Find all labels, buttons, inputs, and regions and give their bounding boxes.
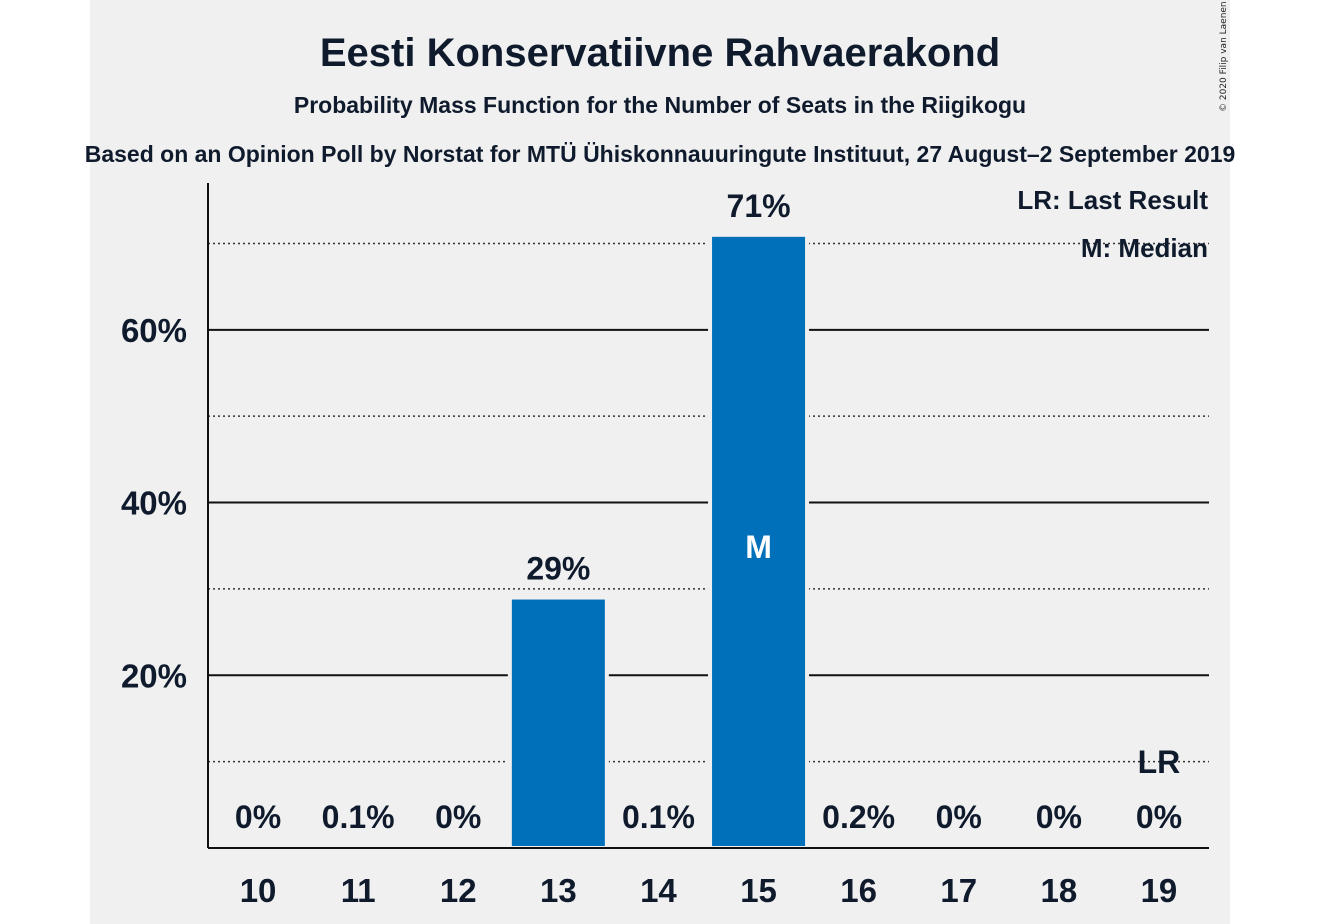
plot-background [90,0,1230,924]
value-label: 71% [727,188,791,224]
value-label: 0.1% [622,799,695,835]
legend-median: M: Median [1081,233,1208,263]
x-tick-label: 10 [240,872,277,909]
value-label: 0% [1136,799,1182,835]
value-label: 0% [235,799,281,835]
value-label: 0% [435,799,481,835]
x-tick-label: 16 [840,872,877,909]
markers: M LR [745,529,1180,780]
chart-source: Based on an Opinion Poll by Norstat for … [85,141,1236,167]
y-tick-labels: 20% 40% 60% [121,312,187,694]
bar-seat-13 [507,595,609,851]
x-tick-label: 18 [1040,872,1077,909]
bar-seat-15 [708,232,810,850]
x-tick-label: 17 [940,872,977,909]
x-tick-label: 13 [540,872,577,909]
bars [309,232,910,851]
x-tick-label: 19 [1141,872,1178,909]
chart-subtitle: Probability Mass Function for the Number… [294,92,1026,118]
y-tick-label: 60% [121,312,187,349]
median-marker: M [745,529,772,565]
value-labels: 0% 0.1% 0% 29% 0.1% 71% 0.2% 0% 0% 0% [235,188,1182,835]
chart-title: Eesti Konservatiivne Rahvaerakond [320,31,1000,75]
y-tick-label: 20% [121,657,187,694]
x-tick-labels: 10 11 12 13 14 15 16 17 18 19 [240,872,1178,909]
last-result-marker: LR [1138,744,1181,780]
value-label: 0.1% [322,799,395,835]
value-label: 29% [526,551,590,587]
value-label: 0% [936,799,982,835]
value-label: 0.2% [822,799,895,835]
x-tick-label: 11 [341,872,376,909]
value-label: 0% [1036,799,1082,835]
copyright-notice: © 2020 Filip van Laenen [1219,1,1229,112]
x-tick-label: 15 [740,872,777,909]
legend-last-result: LR: Last Result [1017,185,1208,215]
y-tick-label: 40% [121,485,187,522]
x-tick-label: 12 [440,872,477,909]
x-tick-label: 14 [640,872,677,909]
